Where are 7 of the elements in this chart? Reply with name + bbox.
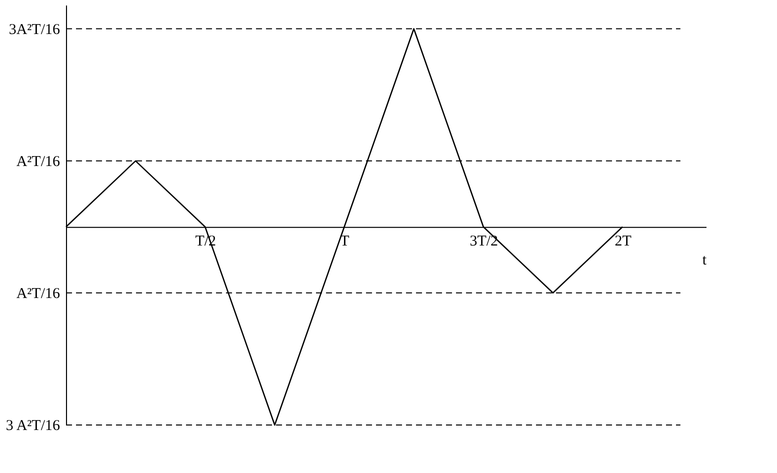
x-axis-title: t bbox=[702, 252, 708, 268]
ref-line-label: 3A²T/16 bbox=[8, 22, 60, 38]
ref-line-label: 3 A²T/16 bbox=[6, 418, 60, 434]
ref-line-label: A²T/16 bbox=[16, 154, 60, 170]
x-tick-label: 3T/2 bbox=[470, 233, 498, 250]
ref-line-label: A²T/16 bbox=[16, 286, 60, 302]
x-tick-label: 2T bbox=[614, 233, 632, 250]
